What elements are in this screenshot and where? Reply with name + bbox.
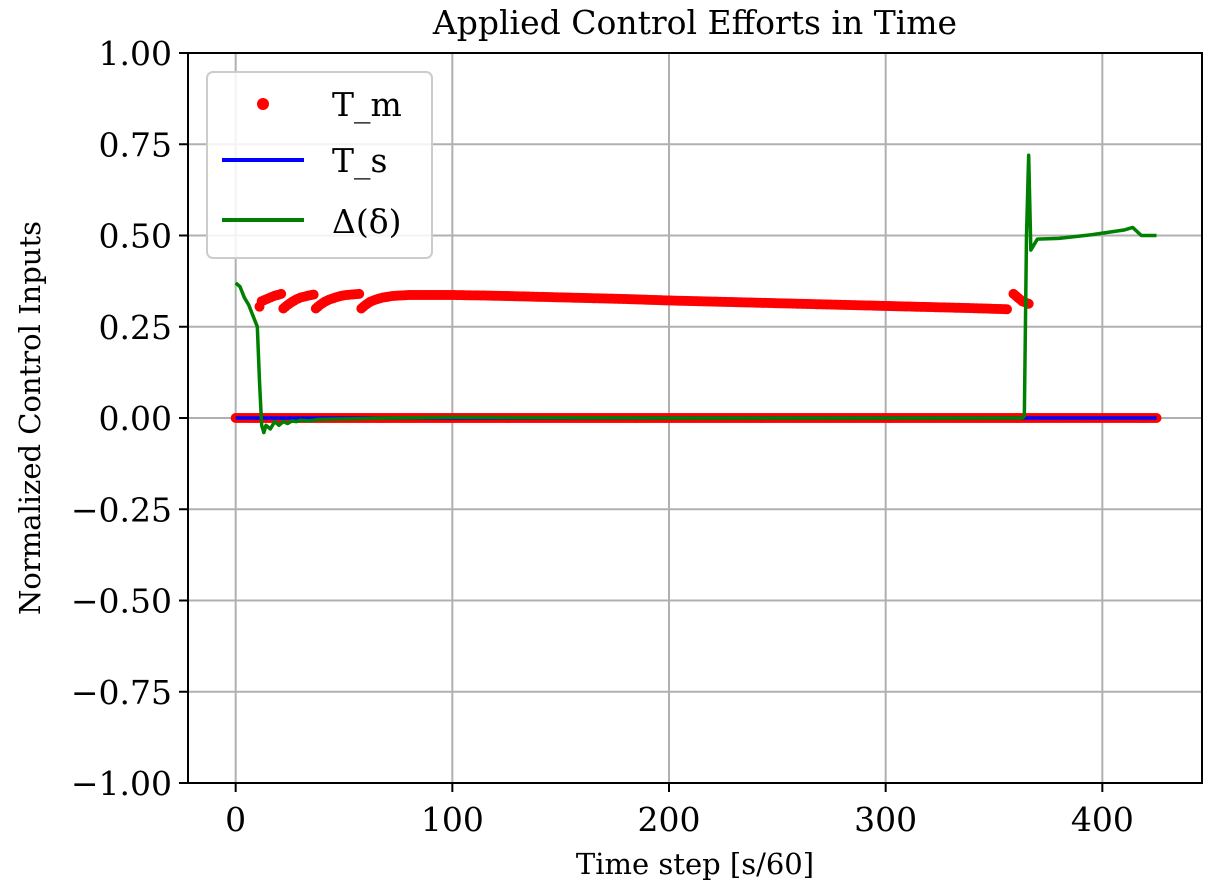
x-axis: 0 100 200 300 400: [225, 783, 1134, 839]
legend-marker-t-m: [257, 98, 269, 110]
chart-title: Applied Control Efforts in Time: [432, 3, 957, 42]
y-axis: 1.00 0.75 0.50 0.25 0.00 −0.25 −0.50 −0.75 −1.00: [71, 34, 188, 803]
y-tick-label: −1.00: [71, 764, 172, 803]
x-tick-label: 300: [854, 800, 917, 839]
series-delta-line: [234, 153, 1157, 435]
point-t-m: [354, 288, 365, 299]
point-t-m: [308, 289, 319, 300]
y-tick-label: 1.00: [99, 34, 172, 73]
legend-box: [206, 71, 433, 259]
y-tick-label: 0.00: [99, 399, 172, 438]
legend-label-t-s: T_s: [332, 141, 387, 181]
y-tick-label: 0.25: [99, 308, 172, 347]
y-tick-label: −0.75: [71, 673, 172, 712]
x-tick-label: 400: [1071, 800, 1134, 839]
y-tick-label: −0.25: [71, 490, 172, 529]
legend-label-t-m: T_m: [332, 85, 402, 125]
y-tick-label: 0.75: [99, 125, 172, 164]
y-tick-label: −0.50: [71, 582, 172, 621]
series-t-m: [230, 288, 1162, 423]
point-t-m: [276, 288, 287, 299]
y-axis-label: Normalized Control Inputs: [13, 221, 47, 615]
point-t-m: [1002, 304, 1012, 315]
x-tick-label: 100: [421, 800, 484, 839]
series-layer: [230, 153, 1162, 435]
x-axis-label: Time step [s/60]: [576, 847, 814, 881]
legend-label-delta: Δ(δ): [332, 202, 401, 241]
legend: T_m T_s Δ(δ): [206, 71, 433, 259]
x-tick-label: 200: [638, 800, 701, 839]
y-tick-label: 0.50: [99, 217, 172, 256]
x-tick-label: 0: [225, 800, 246, 839]
